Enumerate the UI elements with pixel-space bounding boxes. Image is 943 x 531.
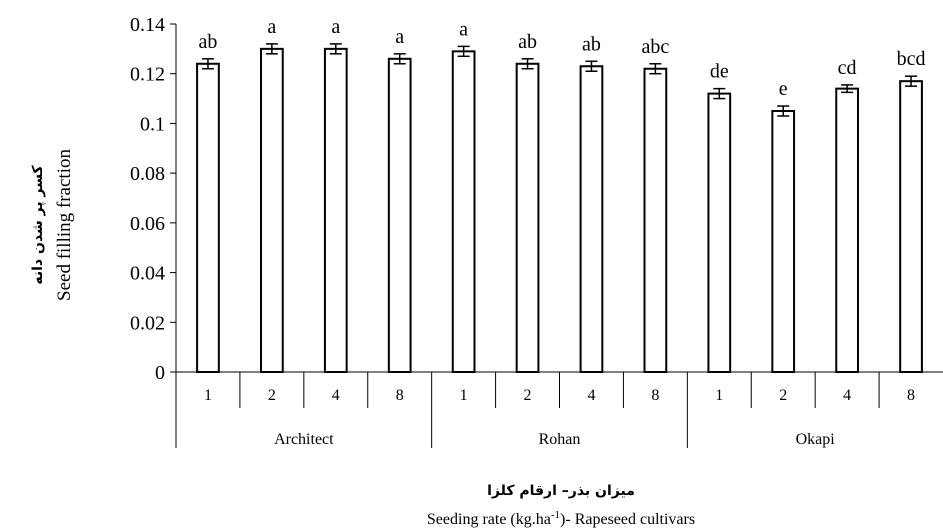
x-axis-label-part1: Seeding rate (kg.ha: [427, 511, 551, 528]
significance-letter-10: cd: [838, 57, 857, 79]
significance-letter-4: a: [459, 18, 468, 40]
bar-10: [835, 87, 859, 373]
y-tick-label-0: 0: [155, 362, 165, 384]
significance-letter-0: ab: [199, 31, 218, 53]
x-axis-label-part2: )- Rapeseed cultivars: [560, 511, 695, 528]
significance-letter-11: bcd: [897, 48, 926, 70]
x-tick-label-7: 8: [651, 387, 659, 404]
group-label-1: Rohan: [539, 431, 581, 448]
y-tick-label-4: 0.08: [130, 163, 165, 185]
significance-letter-5: ab: [518, 31, 537, 53]
bar-9: [771, 110, 796, 373]
bar-4: [451, 50, 476, 373]
significance-letter-1: a: [267, 16, 276, 38]
significance-letter-6: ab: [582, 33, 601, 55]
bar-0: [196, 62, 220, 374]
x-tick-label-1: 2: [268, 387, 276, 404]
group-label-0: Architect: [274, 431, 334, 448]
bar-11: [899, 80, 923, 374]
x-tick-label-11: 8: [907, 387, 915, 404]
significance-letter-9: e: [779, 78, 788, 100]
significance-letter-7: abc: [641, 36, 669, 58]
x-axis-label: Seeding rate (kg.ha-1)- Rapeseed cultiva…: [427, 509, 695, 528]
y-tick-label-5: 0.1: [140, 113, 165, 135]
y-tick-label-2: 0.04: [130, 263, 165, 285]
y-tick-label-6: 0.12: [130, 64, 165, 86]
significance-letter-2: a: [331, 16, 340, 38]
x-tick-label-0: 1: [204, 387, 212, 404]
bar-5: [515, 62, 540, 374]
bar-2: [323, 47, 348, 373]
x-axis-label-superscript: -1: [551, 509, 560, 521]
x-tick-label-6: 4: [587, 387, 595, 404]
significance-letter-8: de: [710, 61, 729, 83]
x-axis-label-persian: میزان بذر– ارقام کلزا: [487, 483, 635, 499]
y-axis: 0 0.02 0.04 0.06 0.08 0.1 0.12 0.14: [130, 14, 177, 384]
y-tick-label-7: 0.14: [130, 14, 165, 36]
x-tick-label-4: 1: [460, 387, 468, 404]
bar-7: [643, 67, 668, 373]
bar-1: [260, 47, 284, 373]
bars: ab a a a a ab ab abc de e cd bcd: [196, 16, 926, 374]
y-axis-label-persian: کسر پر شدن دانه: [30, 165, 46, 285]
x-tick-label-5: 2: [524, 387, 532, 404]
x-tick-label-8: 1: [715, 387, 723, 404]
x-tick-label-3: 8: [396, 387, 404, 404]
bar-6: [579, 65, 604, 373]
bar-3: [387, 57, 412, 374]
y-axis-label: Seed filling fraction: [54, 149, 75, 301]
y-tick-label-3: 0.06: [130, 213, 165, 235]
significance-letter-3: a: [395, 26, 404, 48]
x-tick-label-10: 4: [843, 387, 851, 404]
x-tick-label-2: 4: [332, 387, 340, 404]
group-label-2: Okapi: [796, 431, 836, 448]
bar-8: [707, 92, 732, 373]
x-tick-label-9: 2: [779, 387, 787, 404]
y-tick-label-1: 0.02: [130, 312, 165, 334]
